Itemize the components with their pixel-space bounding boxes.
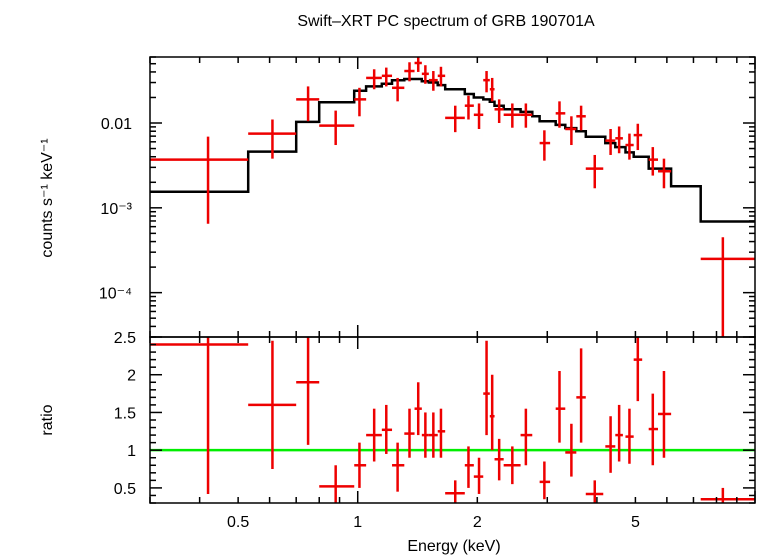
data-point: [520, 103, 533, 128]
y-tick-label: 2: [127, 368, 136, 385]
data-point: [445, 105, 465, 133]
data-point: [354, 87, 367, 117]
data-point: [248, 119, 297, 159]
x-axis-label: Energy (keV): [407, 538, 500, 555]
spectrum-data-layer: [150, 57, 755, 337]
data-point: [494, 99, 504, 124]
ratio-point: [381, 404, 393, 454]
data-point: [421, 65, 429, 84]
ratio-point: [489, 374, 495, 451]
ratio-point: [520, 408, 533, 466]
data-point: [555, 101, 566, 128]
ratio-point: [473, 457, 484, 494]
ratio-point: [539, 461, 551, 500]
ratio-point: [576, 348, 586, 443]
data-point: [414, 57, 422, 72]
y-tick-label: 0.01: [101, 116, 132, 133]
y-tick-label: 1: [127, 443, 136, 460]
ratio-point: [555, 370, 566, 443]
data-point: [615, 126, 623, 154]
ratio-y-axis-label: ratio: [39, 404, 56, 435]
ratio-point: [464, 446, 474, 488]
ratio-point: [296, 337, 320, 445]
data-point: [700, 237, 755, 337]
data-point: [392, 77, 405, 102]
ratio-point: [625, 408, 634, 464]
data-point: [437, 66, 446, 87]
y-tick-label: 2.5: [114, 330, 136, 347]
data-point: [565, 116, 577, 146]
y-tick-label: 10⁻³: [100, 201, 132, 218]
ratio-point: [503, 446, 521, 485]
ratio-point: [437, 408, 446, 458]
x-tick-label: 1: [353, 514, 362, 531]
y-tick-label: 0.5: [114, 481, 136, 498]
ratio-point: [428, 412, 438, 458]
ratio-point: [445, 480, 465, 503]
ratio-point: [366, 408, 382, 462]
ratio-point: [648, 393, 659, 466]
ratio-point: [483, 340, 490, 436]
ratio-point: [421, 412, 429, 458]
axes-layer: 0.5 1 2 5 0.01 10⁻³ 10⁻⁴ 0.5 1 1.5 2 2.5: [99, 56, 756, 531]
data-point: [605, 128, 616, 155]
model-curve: [150, 77, 755, 223]
data-point: [150, 136, 249, 224]
ratio-point: [494, 438, 504, 481]
data-point: [625, 133, 634, 160]
ratio-point: [150, 337, 249, 494]
data-point: [464, 95, 474, 120]
x-tick-label: 0.5: [227, 514, 249, 531]
x-tick-label: 2: [473, 514, 482, 531]
data-point: [489, 77, 495, 102]
ratio-point: [585, 480, 604, 503]
data-point: [404, 62, 415, 82]
spectrum-panel-frame: [149, 56, 756, 338]
spectrum-y-axis-label: counts s⁻¹ keV⁻¹: [39, 138, 56, 257]
ratio-point: [658, 370, 672, 458]
y-tick-label: 10⁻⁴: [99, 286, 132, 303]
data-point: [576, 105, 586, 131]
ratio-point: [248, 340, 297, 470]
x-tick-label: 5: [631, 514, 640, 531]
data-point: [633, 123, 643, 151]
y-tick-label: 1.5: [114, 405, 136, 422]
data-point: [428, 71, 438, 91]
data-point: [296, 86, 320, 122]
data-point: [648, 147, 659, 176]
ratio-point: [565, 423, 577, 477]
data-point: [483, 71, 490, 93]
ratio-point: [700, 487, 755, 503]
ratio-point: [615, 404, 623, 462]
ratio-point: [633, 337, 643, 402]
data-point: [658, 158, 672, 189]
data-point: [381, 67, 393, 87]
ratio-point: [392, 442, 405, 492]
data-point: [503, 103, 521, 128]
ratio-point: [605, 416, 616, 473]
ratio-point: [414, 382, 422, 436]
data-point: [539, 130, 551, 161]
ratio-point: [319, 465, 355, 503]
data-point: [319, 110, 355, 146]
data-point: [366, 69, 382, 90]
chart-title: Swift–XRT PC spectrum of GRB 190701A: [297, 13, 595, 30]
data-point: [585, 154, 604, 189]
ratio-point: [354, 442, 367, 488]
data-point: [473, 103, 484, 129]
ratio-point: [404, 408, 415, 458]
ratio-data-layer: [150, 337, 755, 503]
